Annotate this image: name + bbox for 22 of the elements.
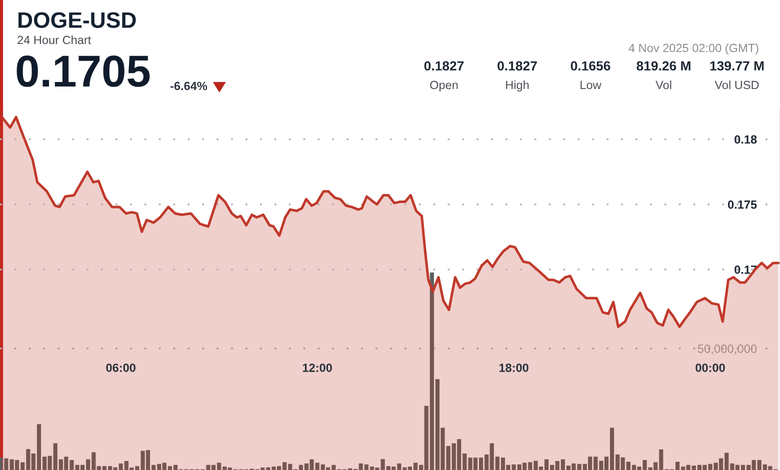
text: Vol USD <box>714 80 759 90</box>
text: Vol <box>656 80 672 90</box>
text: 139.77 M <box>710 61 764 71</box>
x-tick-label: 00:00 <box>696 364 725 372</box>
text: 0.1656 <box>570 61 610 71</box>
chart-subtitle: 24 Hour Chart <box>18 36 92 44</box>
chart-title: DOGE-USD <box>18 12 136 28</box>
x-tick-label: 18:00 <box>499 364 528 372</box>
y-tick-label: 0.18 <box>734 135 757 144</box>
x-tick-label: 06:00 <box>106 364 136 372</box>
y2-tick-label: 50,000,000 <box>698 344 757 354</box>
text: Open <box>430 80 458 92</box>
text: 4 Nov 2025 02:00 (GMT) <box>628 44 758 54</box>
text: -6.64% <box>170 82 208 90</box>
x-tick-label: 12:00 <box>302 364 332 372</box>
text: 0.1827 <box>498 61 537 71</box>
text: High <box>506 80 529 92</box>
text: 0.1705 <box>16 55 150 87</box>
text: Low <box>580 80 602 90</box>
text: 0.1827 <box>424 61 464 71</box>
y-tick-label: 0.175 <box>728 200 757 209</box>
text: 819.26 M <box>636 61 690 71</box>
